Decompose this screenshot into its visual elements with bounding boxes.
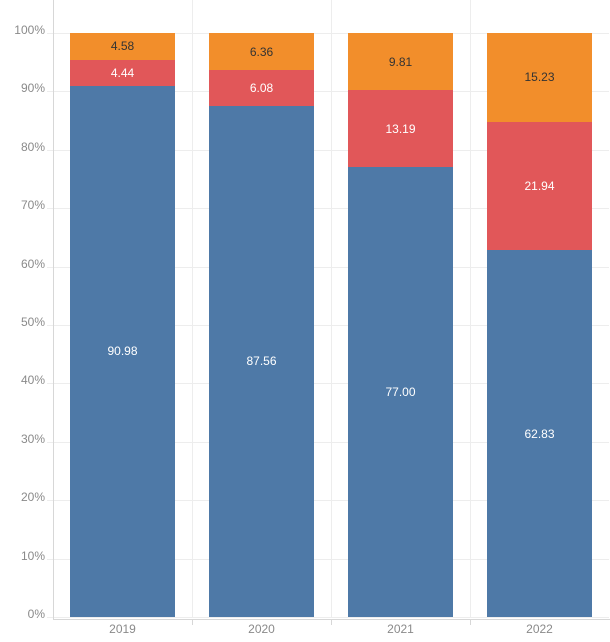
bar-segment-label: 21.94 <box>524 179 555 193</box>
bar-segment-series-1-blue-2019[interactable] <box>70 85 175 617</box>
y-axis-tick-label: 100% <box>14 23 45 37</box>
y-axis-line <box>53 0 54 619</box>
y-axis-tick-label: 20% <box>20 490 45 505</box>
bar-segment-series-2-red-2020[interactable] <box>209 70 314 106</box>
gridline-vertical <box>331 0 332 617</box>
x-axis-tick-mark <box>470 619 471 625</box>
bar-segment-series-2-red-2019[interactable] <box>70 59 175 86</box>
bar-segment-series-3-orange-2020[interactable] <box>209 33 314 71</box>
gridline-horizontal <box>47 500 609 502</box>
gridline-horizontal <box>47 383 609 385</box>
y-axis-tick-label: 0% <box>27 607 45 621</box>
gridline-horizontal <box>47 266 609 268</box>
x-axis-category-label: 2022 <box>526 622 553 636</box>
gridline-horizontal <box>47 441 609 443</box>
gridline-horizontal <box>47 617 609 618</box>
bar-segment-label: 9.81 <box>388 54 413 69</box>
x-axis-tick-mark <box>331 619 332 625</box>
bar-segment-label: 90.98 <box>107 344 138 359</box>
gridline-vertical <box>192 0 193 617</box>
bar-segment-label: 13.19 <box>385 121 416 136</box>
bar-segment-series-1-blue-2020[interactable] <box>209 105 314 617</box>
y-axis-tick-label: 60% <box>20 256 45 271</box>
y-axis-tick-label: 90% <box>20 81 45 96</box>
gridline-horizontal <box>47 149 609 151</box>
y-axis-tick-label: 30% <box>20 431 45 446</box>
y-axis-tick-label: 10% <box>20 548 45 563</box>
bar-segment-label: 4.44 <box>110 65 135 80</box>
bar-segment-label: 6.36 <box>249 44 274 59</box>
y-axis-tick-label: 80% <box>20 139 45 154</box>
x-axis-category-label: 2021 <box>387 622 414 636</box>
bar-segment-series-3-orange-2022[interactable] <box>487 33 592 122</box>
x-axis-category-label: 2020 <box>248 622 275 636</box>
bar-segment-label: 15.23 <box>524 70 555 85</box>
gridline-vertical <box>470 0 471 617</box>
gridline-horizontal <box>47 325 609 326</box>
y-axis-tick-label: 70% <box>20 198 45 213</box>
y-axis-tick-label: 50% <box>20 315 45 329</box>
x-axis-category-label: 2019 <box>109 622 136 636</box>
bar-segment-series-1-blue-2022[interactable] <box>487 250 592 617</box>
bar-segment-label: 4.58 <box>110 39 135 54</box>
x-axis-tick-mark <box>192 619 193 625</box>
gridline-horizontal <box>47 91 609 93</box>
bar-segment-label: 77.00 <box>385 385 416 400</box>
gridline-horizontal <box>47 558 609 560</box>
bar-segment-series-3-orange-2019[interactable] <box>70 33 175 60</box>
bar-segment-series-2-red-2022[interactable] <box>487 121 592 251</box>
bar-segment-label: 62.83 <box>524 426 555 441</box>
gridline-horizontal <box>47 208 609 210</box>
gridline-horizontal <box>47 33 609 34</box>
bar-segment-label: 6.08 <box>249 80 274 95</box>
bar-segment-series-1-blue-2021[interactable] <box>348 167 453 617</box>
bar-segment-series-2-red-2021[interactable] <box>348 90 453 168</box>
y-axis-tick-label: 40% <box>20 373 45 388</box>
bar-segment-series-3-orange-2021[interactable] <box>348 33 453 91</box>
bar-segment-label: 87.56 <box>246 354 277 369</box>
